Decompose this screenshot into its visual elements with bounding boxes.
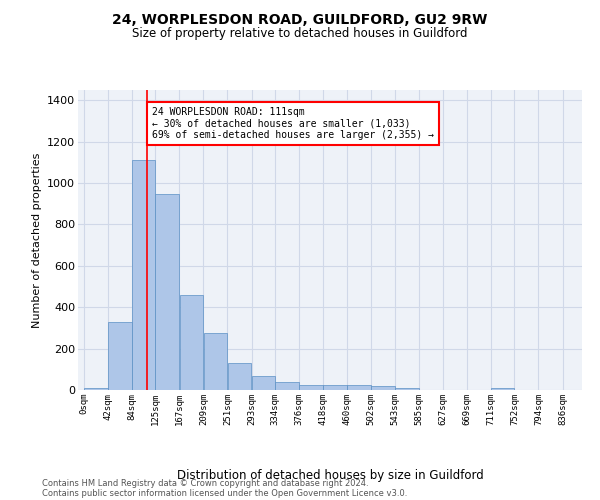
Bar: [155, 194, 179, 390]
Bar: [491, 388, 514, 390]
Y-axis label: Number of detached properties: Number of detached properties: [32, 152, 41, 328]
Bar: [323, 385, 347, 390]
Bar: [227, 363, 251, 390]
Text: Size of property relative to detached houses in Guildford: Size of property relative to detached ho…: [132, 28, 468, 40]
Text: Contains public sector information licensed under the Open Government Licence v3: Contains public sector information licen…: [42, 488, 407, 498]
Bar: [108, 322, 131, 390]
Text: 24 WORPLESDON ROAD: 111sqm
← 30% of detached houses are smaller (1,033)
69% of s: 24 WORPLESDON ROAD: 111sqm ← 30% of deta…: [152, 106, 434, 140]
Bar: [84, 388, 107, 390]
X-axis label: Distribution of detached houses by size in Guildford: Distribution of detached houses by size …: [176, 470, 484, 482]
Bar: [203, 333, 227, 390]
Bar: [347, 385, 371, 390]
Bar: [371, 386, 395, 390]
Bar: [395, 388, 419, 390]
Bar: [179, 295, 203, 390]
Bar: [275, 382, 299, 390]
Bar: [299, 385, 323, 390]
Text: 24, WORPLESDON ROAD, GUILDFORD, GU2 9RW: 24, WORPLESDON ROAD, GUILDFORD, GU2 9RW: [112, 12, 488, 26]
Bar: [251, 376, 275, 390]
Bar: [132, 160, 155, 390]
Text: Contains HM Land Registry data © Crown copyright and database right 2024.: Contains HM Land Registry data © Crown c…: [42, 478, 368, 488]
